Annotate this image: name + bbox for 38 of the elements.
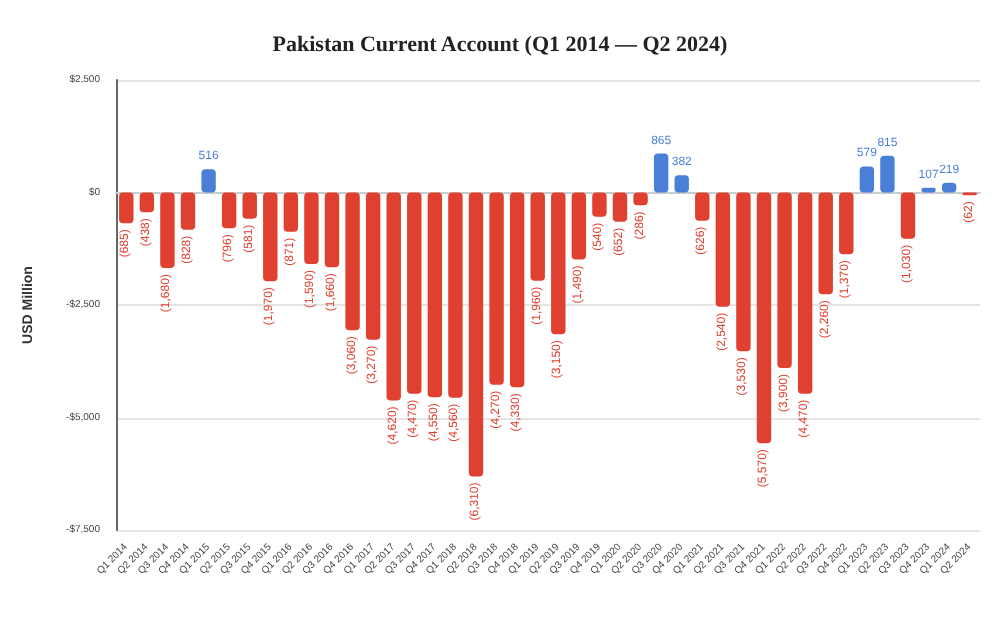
- bar: [448, 192, 463, 398]
- bar: [880, 155, 895, 193]
- bar: [736, 192, 751, 352]
- bar: [407, 192, 422, 394]
- bar: [263, 192, 278, 282]
- bar: [345, 192, 360, 331]
- bar: [839, 192, 854, 255]
- bar: [859, 166, 875, 193]
- bar: [571, 192, 587, 260]
- bar: [386, 192, 401, 401]
- bar: [304, 192, 319, 265]
- bar: [695, 192, 710, 221]
- bar: [653, 153, 669, 193]
- bar: [221, 192, 237, 229]
- bar: [180, 192, 196, 230]
- bar: [489, 192, 504, 385]
- bar: [201, 169, 216, 193]
- bar: [592, 192, 607, 217]
- bar: [242, 192, 257, 219]
- bar: [119, 192, 134, 224]
- bar: [283, 192, 299, 232]
- bar: [530, 192, 545, 281]
- bar: [365, 192, 381, 340]
- bar: [468, 192, 484, 477]
- chart-title: Pakistan Current Account (Q1 2014 — Q2 2024): [272, 33, 729, 57]
- bar: [612, 192, 628, 222]
- bar: [797, 192, 813, 394]
- bar: [427, 192, 443, 398]
- bar: [324, 192, 340, 268]
- bar: [139, 192, 155, 213]
- bar: [160, 192, 175, 269]
- bar: [777, 192, 792, 368]
- bar: [900, 192, 916, 239]
- bar: [756, 192, 772, 444]
- bar: [715, 192, 731, 307]
- bar: [551, 192, 566, 335]
- bar: [509, 192, 525, 388]
- bar: [818, 192, 833, 295]
